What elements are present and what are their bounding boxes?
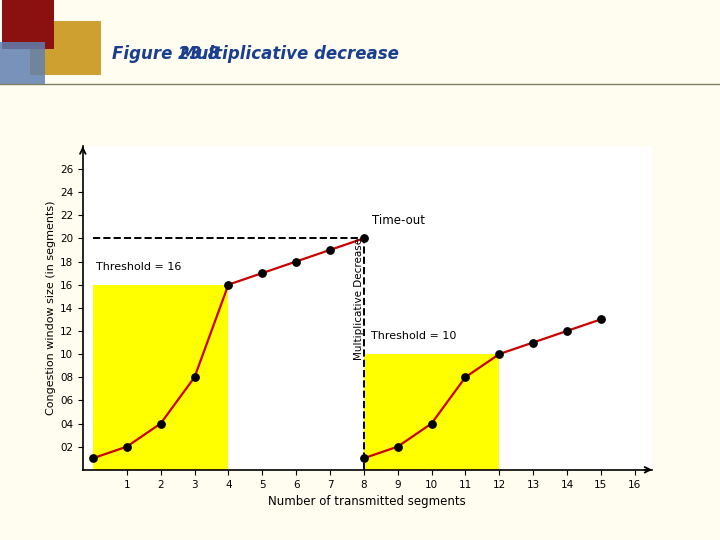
Point (493, 350, 505, 359)
Bar (30, 21, 101, 75)
Point (290, 257, 302, 266)
Text: Threshold = 10: Threshold = 10 (371, 331, 456, 341)
Bar (2, 0, 55, 49)
Point (358, 454, 369, 463)
Text: Time-out: Time-out (372, 214, 426, 227)
Point (121, 442, 132, 451)
Point (222, 280, 234, 289)
Point (189, 373, 200, 382)
Text: Threshold = 16: Threshold = 16 (96, 261, 181, 272)
Point (87, 454, 99, 463)
Point (155, 419, 166, 428)
X-axis label: Number of transmitted segments: Number of transmitted segments (269, 495, 466, 508)
Point (459, 373, 471, 382)
Bar (0, 42, 45, 84)
Text: Multiplicative decrease: Multiplicative decrease (180, 45, 399, 63)
Text: Multiplicative Decrease: Multiplicative Decrease (354, 238, 364, 360)
Point (324, 246, 336, 254)
Text: Figure 23.8: Figure 23.8 (112, 45, 219, 63)
Bar (364, 354, 499, 470)
Y-axis label: Congestion window size (in segments): Congestion window size (in segments) (45, 200, 55, 415)
Point (527, 338, 539, 347)
Bar (93, 285, 228, 470)
Point (595, 315, 606, 323)
Point (392, 442, 403, 451)
Point (358, 234, 369, 242)
Point (426, 419, 437, 428)
Point (256, 269, 268, 278)
Point (561, 327, 572, 335)
